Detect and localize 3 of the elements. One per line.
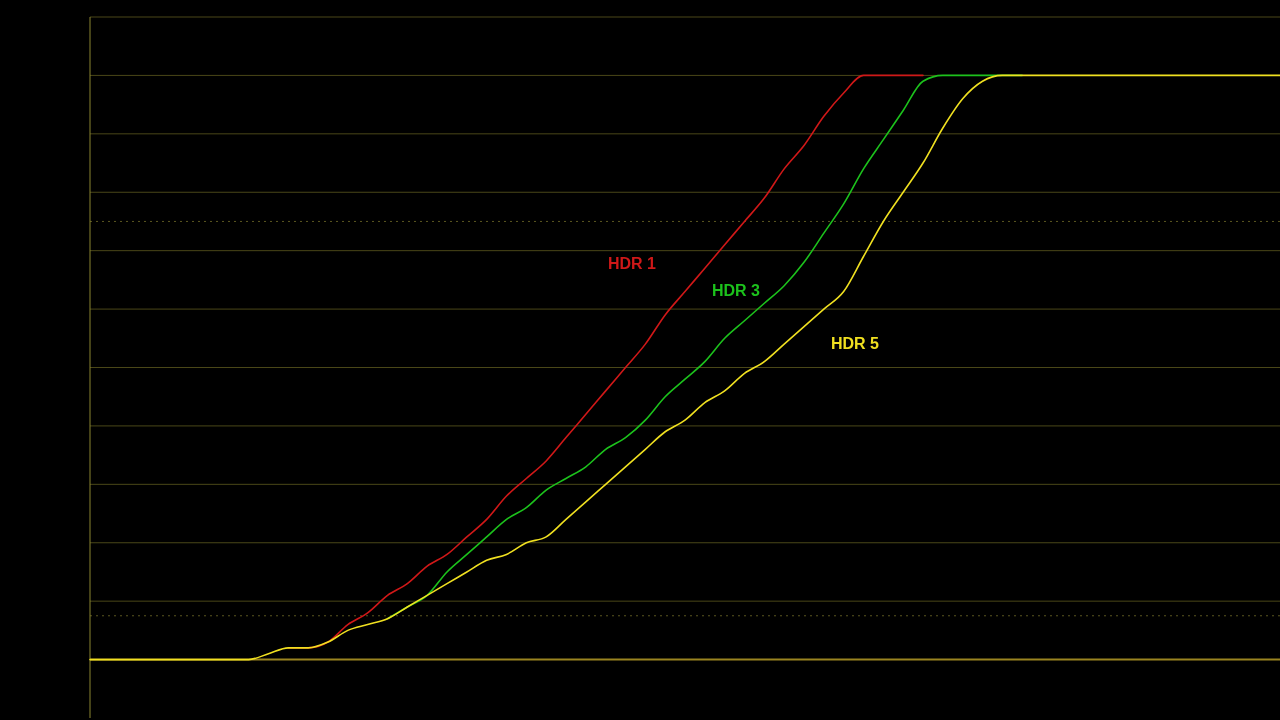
series-label: HDR 3 [711, 282, 761, 300]
series-label: HDR 5 [830, 335, 880, 353]
text: HDR 1 [607, 255, 657, 273]
